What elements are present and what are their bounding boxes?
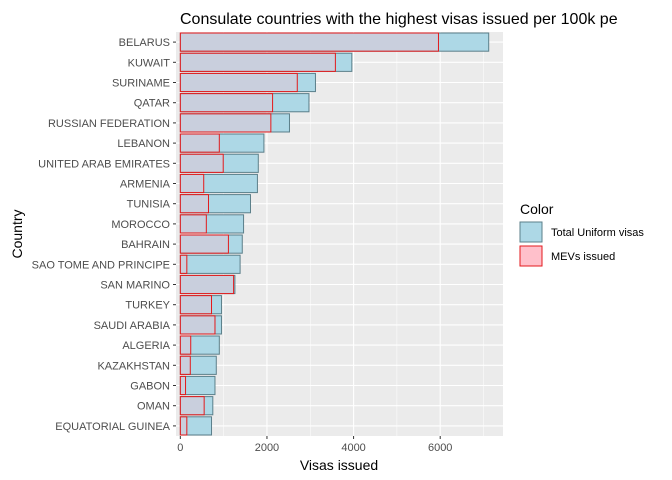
mev-bar-kazakhstan [179, 355, 191, 375]
mev-bar-belarus [179, 32, 439, 52]
mev-bars [179, 32, 439, 436]
y-tick-label-bahrain: BAHRAIN [121, 239, 170, 251]
mev-bar-lebanon [179, 133, 220, 153]
mev-bar-suriname [179, 72, 298, 93]
legend-label-mevs: MEVs issued [551, 251, 615, 263]
legend-key-total-visas [519, 221, 543, 243]
x-tick-label-0: 0 [177, 442, 183, 454]
y-axis-title: Country [9, 209, 25, 258]
plot-panel [176, 32, 503, 436]
mev-bar-qatar [179, 93, 274, 113]
y-tick-label-oman: OMAN [137, 401, 170, 413]
mev-bar-bahrain [179, 234, 229, 254]
x-tick-label-6000: 6000 [428, 442, 452, 454]
y-axis: BELARUS KUWAIT SURINAME QATAR RUSSIAN FEDERA… [32, 37, 176, 433]
x-axis: 0 2000 4000 6000 [177, 436, 452, 454]
mev-bar-equatorial-guinea [179, 416, 188, 436]
mev-bar-san-marino [179, 274, 235, 295]
mev-bar-united-arab-emirates [179, 153, 224, 173]
mev-bar-algeria [179, 335, 192, 355]
x-tick-label-2000: 2000 [255, 442, 279, 454]
y-tick-label-united-arab-emirates: UNITED ARAB EMIRATES [38, 158, 170, 170]
chart-title: Consulate countries with the highest vis… [180, 11, 618, 28]
legend: Color Total Uniform visas MEVs issued [519, 201, 644, 267]
y-tick-label-suriname: SURINAME [112, 78, 170, 90]
y-tick-label-qatar: QATAR [134, 98, 170, 110]
mev-bar-turkey [179, 295, 213, 315]
y-tick-label-kuwait: KUWAIT [128, 57, 171, 69]
y-tick-label-morocco: MOROCCO [111, 219, 170, 231]
legend-key-mevs [519, 245, 543, 267]
y-tick-label-algeria: ALGERIA [122, 340, 170, 352]
y-tick-label-san-marino: SAN MARINO [100, 280, 170, 292]
mev-bar-kuwait [179, 52, 336, 72]
y-tick-label-russian-federation: RUSSIAN FEDERATION [48, 118, 170, 130]
total-visas-bars [179, 32, 490, 436]
y-tick-label-sao-tome-and-principe: SAO TOME AND PRINCIPE [32, 259, 170, 271]
total-visas-bar-sao-tome-and-principe [179, 254, 241, 274]
mev-bar-russian-federation [179, 113, 272, 133]
y-tick-label-gabon: GABON [130, 381, 170, 393]
y-tick-label-lebanon: LEBANON [117, 138, 170, 150]
y-tick-label-belarus: BELARUS [119, 37, 170, 49]
y-tick-label-equatorial-guinea: EQUATORIAL GUINEA [55, 421, 170, 433]
legend-title: Color [520, 201, 554, 217]
y-tick-label-kazakhstan: KAZAKHSTAN [97, 360, 170, 372]
mev-bar-sao-tome-and-principe [179, 254, 188, 274]
y-tick-label-tunisia: TUNISIA [127, 199, 171, 211]
x-tick-label-4000: 4000 [341, 442, 365, 454]
x-axis-title: Visas issued [300, 457, 378, 473]
mev-bar-armenia [179, 173, 205, 194]
mev-bar-oman [179, 396, 205, 416]
mev-bar-saudi-arabia [179, 315, 216, 335]
legend-label-total-visas: Total Uniform visas [551, 227, 644, 239]
mev-bar-gabon [179, 375, 187, 396]
mev-bar-tunisia [179, 194, 209, 214]
y-tick-label-armenia: ARMENIA [120, 179, 171, 191]
y-tick-label-saudi-arabia: SAUDI ARABIA [94, 320, 171, 332]
y-tick-label-turkey: TURKEY [125, 300, 170, 312]
mev-bar-morocco [179, 214, 207, 234]
